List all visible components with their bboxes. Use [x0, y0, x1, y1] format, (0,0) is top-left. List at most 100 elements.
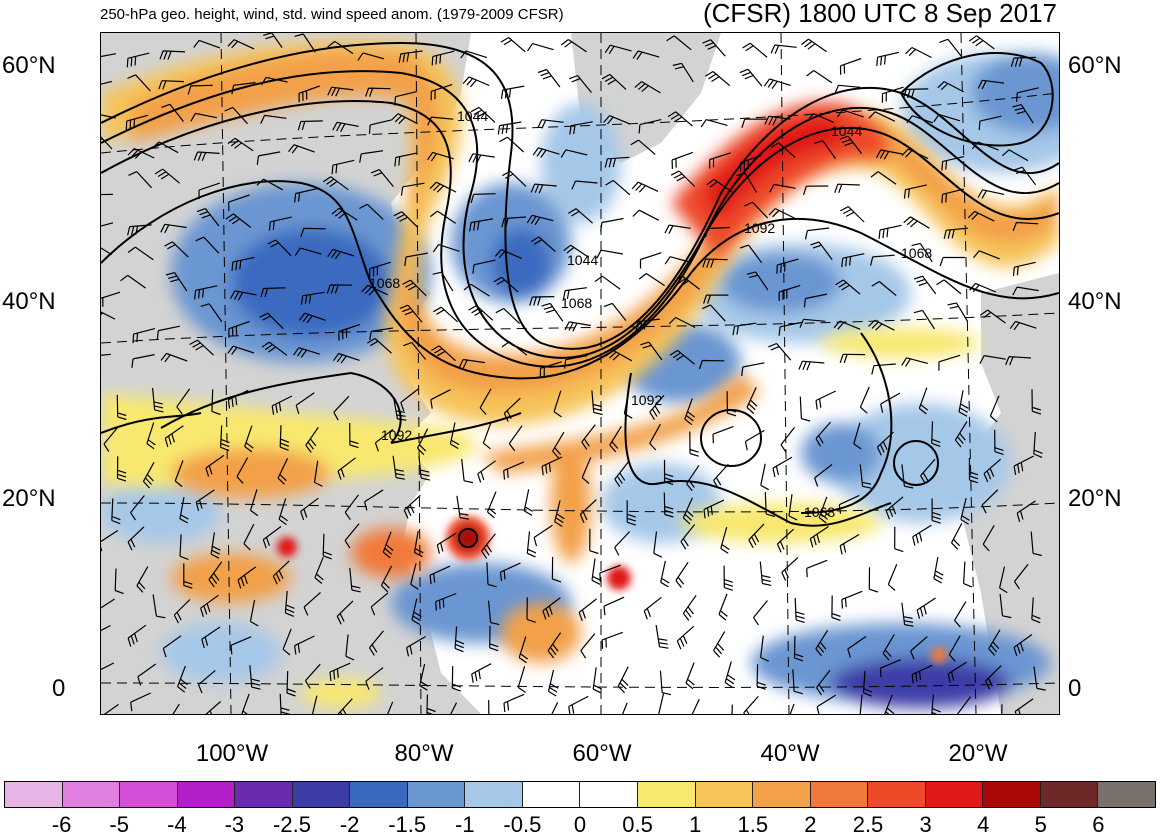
wind-barb [194, 285, 218, 300]
contour-labels: 1044 1044 1068 1044 1068 1068 1092 1092 … [369, 108, 932, 520]
wind-barb [876, 431, 894, 456]
wind-barb [967, 210, 995, 222]
wind-barb [279, 425, 290, 451]
wind-barb [249, 665, 261, 690]
wind-barb [649, 394, 665, 421]
wind-barb [1013, 455, 1034, 475]
wind-barb [331, 207, 358, 221]
wind-barb [667, 111, 693, 127]
colorbar-label: 0.5 [622, 812, 653, 837]
wind-barb [768, 342, 792, 361]
wind-barb [161, 103, 184, 122]
wind-barb [193, 39, 221, 49]
wind-barb [200, 303, 223, 323]
wind-barb [173, 599, 191, 624]
lat-label-right: 40°N [1068, 288, 1122, 315]
wind-barb [1012, 286, 1039, 296]
wind-barb [882, 634, 895, 661]
wind-barb [999, 566, 1008, 594]
wind-barb [300, 227, 326, 238]
wind-barb [488, 699, 490, 714]
wind-barb [127, 526, 145, 551]
wind-barb [1031, 389, 1042, 415]
wind-barb [701, 304, 726, 322]
wind-barb [537, 68, 561, 88]
wind-barb [201, 626, 221, 649]
wind-barb [706, 178, 733, 193]
wind-barb [277, 458, 289, 485]
wind-barb [604, 44, 632, 55]
wind-barb [894, 526, 904, 553]
wind-barb [398, 50, 423, 63]
wind-barb [526, 597, 536, 623]
colorbar-swatch [522, 782, 581, 807]
wind-barb [859, 386, 870, 414]
wind-barb [349, 422, 359, 449]
wind-barb [726, 391, 737, 417]
wind-barb [370, 169, 394, 187]
wind-barb [416, 428, 429, 456]
wind-barb [901, 357, 928, 367]
wind-barb [344, 494, 359, 521]
wind-barb [736, 172, 758, 193]
wind-barb [605, 179, 631, 196]
wind-barb [103, 426, 119, 452]
wind-barb [130, 495, 145, 521]
wind-barb [621, 702, 628, 714]
wind-barb [229, 290, 257, 301]
wind-barb [470, 106, 496, 123]
wind-barb [589, 528, 599, 555]
wind-barb [332, 121, 359, 132]
wind-barb [403, 341, 427, 360]
wind-barb [359, 203, 384, 220]
wind-barb [392, 455, 406, 480]
wind-barb [103, 703, 119, 714]
wind-barb [526, 214, 554, 226]
map-panel: 1044 1044 1068 1044 1068 1068 1092 1092 … [100, 32, 1060, 715]
wind-barb [1012, 261, 1036, 277]
wind-barb [406, 635, 426, 657]
wind-barb [418, 456, 431, 481]
wind-barb [918, 387, 929, 415]
wind-barb [664, 224, 691, 234]
colorbar-label: 5 [1034, 812, 1047, 837]
wind-barb [653, 531, 663, 558]
wind-barb [709, 152, 731, 169]
wind-barb [462, 76, 490, 88]
wind-barb [768, 208, 796, 219]
wind-barb [744, 201, 769, 219]
wind-barb [482, 422, 492, 450]
wind-barb [127, 224, 152, 236]
wind-barb [982, 524, 995, 552]
wind-barb [793, 635, 804, 662]
wind-barb [632, 209, 660, 221]
lon-label: 100°W [195, 740, 269, 767]
wind-barb [739, 244, 763, 264]
wind-barb [979, 355, 1006, 364]
wind-barb [154, 168, 180, 184]
wind-barb [689, 431, 699, 457]
wind-barb [369, 327, 393, 341]
wind-barb [954, 421, 968, 448]
wind-barb [419, 663, 429, 691]
map-title: (CFSR) 1800 UTC 8 Sep 2017 [702, 0, 1057, 28]
wind-barb [753, 600, 768, 626]
wind-barb [530, 236, 556, 253]
wind-barb [906, 115, 934, 124]
wind-barb [878, 224, 902, 239]
wind-barb [101, 80, 113, 85]
wind-barb [803, 185, 829, 195]
wind-barb [801, 38, 827, 53]
wind-barb [500, 85, 525, 99]
wind-barb [225, 213, 252, 228]
wind-barb [370, 592, 389, 616]
lat-label-left: 60°N [2, 52, 56, 79]
wind-barb [756, 664, 766, 690]
wind-barb [1014, 698, 1034, 714]
wind-barb [567, 208, 593, 224]
wind-barb [814, 140, 837, 159]
wind-barb [111, 498, 121, 525]
wind-barb [337, 698, 353, 714]
wind-barb [404, 252, 428, 266]
wind-barb [879, 659, 901, 678]
